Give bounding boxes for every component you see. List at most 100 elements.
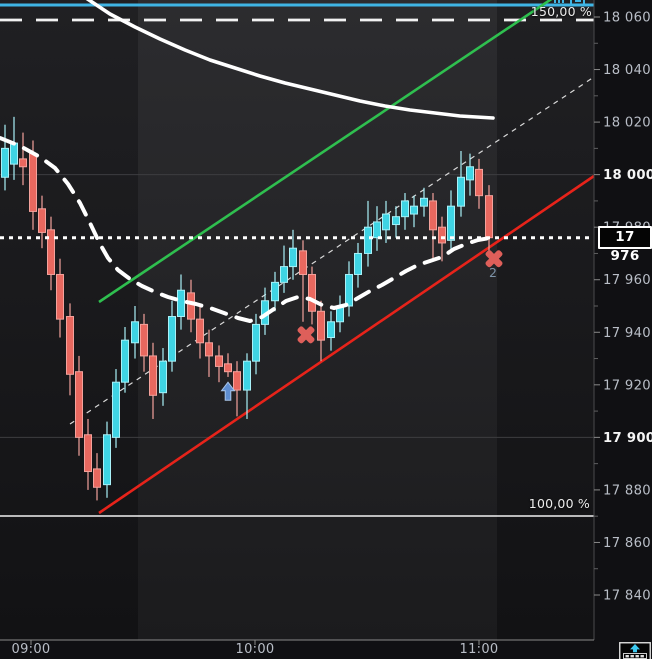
candle-up <box>131 306 139 359</box>
ma-solid-line <box>85 0 495 120</box>
candle-body <box>475 168 483 197</box>
price-axis-label: 17 840 <box>603 589 651 604</box>
candle-up <box>177 274 185 330</box>
candle-up <box>401 193 409 230</box>
candle-body <box>140 323 148 357</box>
price-axis-label: 17 920 <box>603 378 651 393</box>
candle-body <box>19 158 27 168</box>
candle-down <box>299 240 307 322</box>
candle-up <box>112 369 120 448</box>
candle-body <box>429 200 437 231</box>
candle-up <box>289 229 297 280</box>
candle-down <box>215 345 223 383</box>
session-band <box>497 0 594 640</box>
candle-body <box>233 371 241 391</box>
ma-dashed-line <box>0 136 492 323</box>
candle-body <box>215 355 223 367</box>
candle-down <box>140 313 148 372</box>
price-axis-label: 17 980 <box>603 221 651 236</box>
price-axis-label: 17 880 <box>603 483 651 498</box>
candle-body <box>56 273 64 320</box>
candle-body <box>299 250 307 275</box>
clipped-indicator-glyph <box>562 0 564 3</box>
candle-down <box>93 453 101 501</box>
candle-body <box>466 166 474 181</box>
candle-body <box>447 205 455 241</box>
candle-up <box>243 353 251 419</box>
candle-down <box>308 266 316 325</box>
price-axis-label: 18 060 <box>603 11 651 26</box>
candle-body <box>354 252 362 275</box>
candle-body <box>252 323 260 362</box>
candle-body <box>29 153 37 212</box>
candle-body <box>47 229 55 275</box>
candle-body <box>121 339 129 383</box>
candle-body <box>373 221 381 239</box>
candle-body <box>84 434 92 473</box>
price-axis-label: 17 860 <box>603 536 651 551</box>
candle-up <box>271 271 279 312</box>
price-axis-label: 17 940 <box>603 326 651 341</box>
price-axis-label: 18 040 <box>603 63 651 78</box>
candle-down <box>317 300 325 362</box>
candle-body <box>38 208 46 233</box>
candle-body <box>327 321 335 339</box>
panel-bar-cell <box>625 655 629 658</box>
candle-down <box>233 361 241 417</box>
clipped-indicator-glyph <box>554 0 556 3</box>
arrow-up-icon <box>630 644 640 653</box>
candle-body <box>196 318 204 344</box>
candle-up <box>327 311 335 351</box>
candle-down <box>38 195 46 249</box>
candle-up <box>103 421 111 498</box>
candle-up <box>280 245 288 293</box>
candle-up <box>159 348 167 406</box>
candle-up <box>168 300 176 372</box>
candle-body <box>438 226 446 244</box>
loss-x-marker <box>297 326 315 344</box>
candle-body <box>243 360 251 391</box>
candle-down <box>149 342 157 419</box>
candle-up <box>466 153 474 196</box>
candle-down <box>205 329 213 377</box>
candle-body <box>392 216 400 226</box>
candle-up <box>345 261 353 317</box>
candle-up <box>382 200 390 243</box>
candle-up <box>392 206 400 238</box>
price-axis-label: 18 020 <box>603 116 651 131</box>
candle-body <box>308 273 316 312</box>
candle-body <box>93 468 101 488</box>
candle-down <box>66 303 74 396</box>
candle-up <box>354 242 362 288</box>
buy-arrow-marker <box>220 381 236 401</box>
candle-body <box>187 292 195 320</box>
panel-bar-cell <box>640 655 644 658</box>
candle-body <box>280 266 288 283</box>
candle-body <box>271 281 279 302</box>
candle-body <box>317 310 325 341</box>
candle-down <box>429 193 437 259</box>
candle-body <box>485 195 493 239</box>
x-marker-bar <box>485 250 503 268</box>
candle-down <box>84 418 92 490</box>
candle-body <box>410 205 418 215</box>
candle-body <box>224 363 232 373</box>
candle-body <box>457 176 465 207</box>
clipped-indicator-glyph <box>570 0 572 4</box>
candle-body <box>103 434 111 486</box>
candle-down <box>187 279 195 333</box>
candle-body <box>205 342 213 357</box>
expand-panel-button[interactable] <box>619 642 651 659</box>
candle-body <box>289 247 297 268</box>
candle-body <box>382 213 390 231</box>
loss-x-marker <box>485 250 503 268</box>
price-axis-label: 18 000 <box>603 168 652 183</box>
candle-up <box>447 190 455 251</box>
green-uptrend-line <box>98 0 553 304</box>
candle-up <box>1 124 9 191</box>
candle-body <box>66 316 74 375</box>
candle-down <box>224 353 232 377</box>
candle-up <box>457 150 465 217</box>
